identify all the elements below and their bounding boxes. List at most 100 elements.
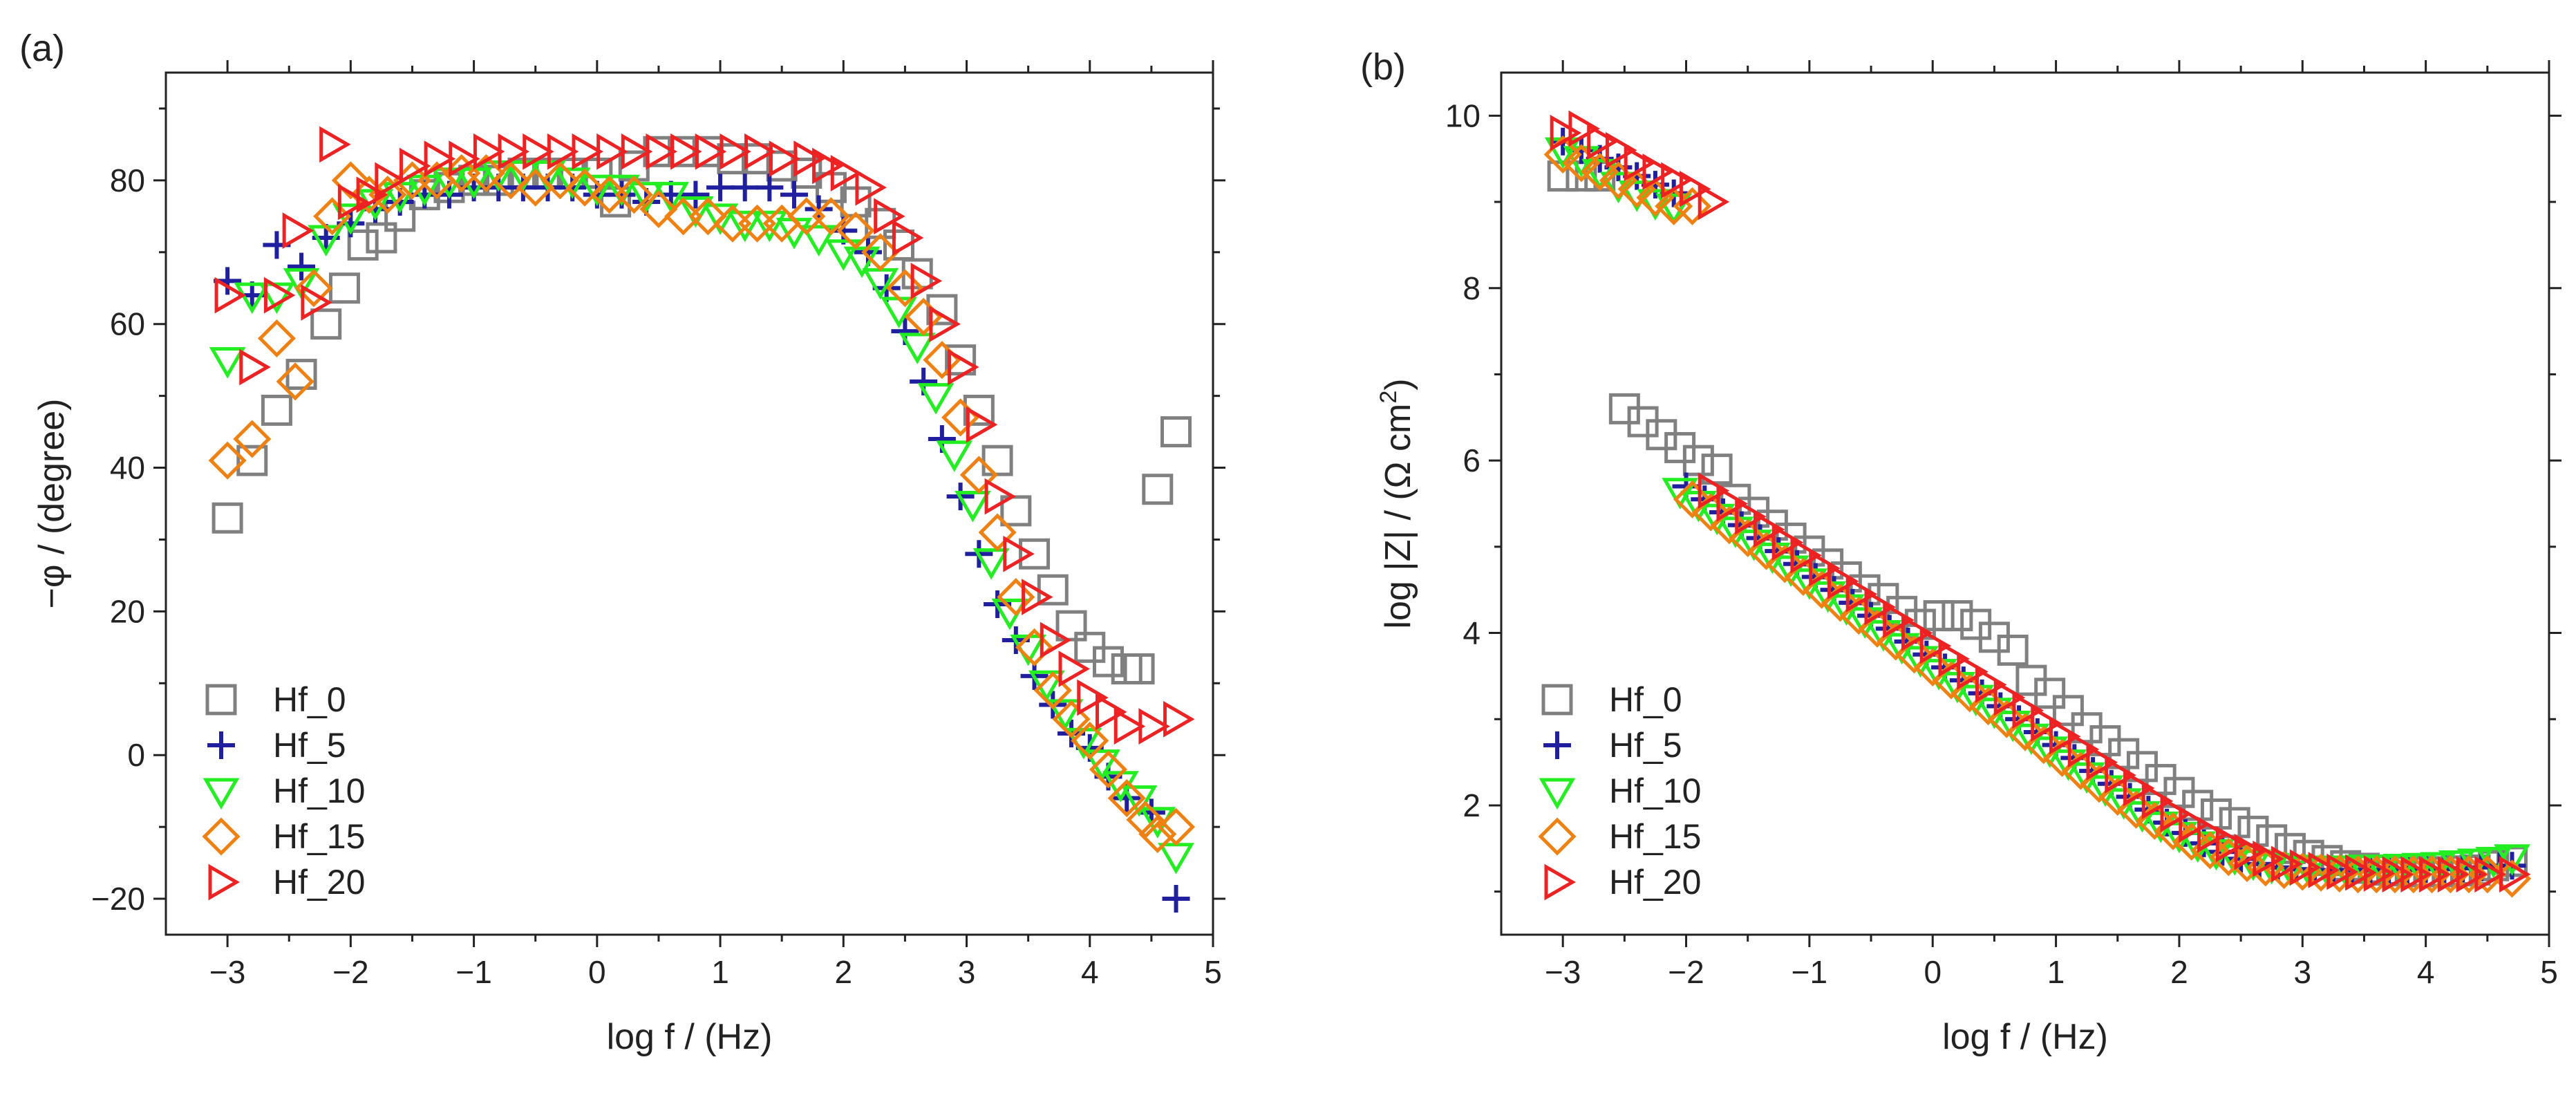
data-point-b-hf_20 — [2289, 849, 2322, 886]
data-point-b-hf_20 — [1901, 615, 1933, 651]
x-tick-label-a: −3 — [209, 954, 245, 990]
data-point-b-hf_20 — [2419, 856, 2451, 893]
data-point-b-hf_20 — [2105, 756, 2136, 794]
legend-b: Hf_0 Hf_5 Hf_10 Hf_15 Hf_20 — [1538, 680, 1701, 902]
data-point-b-hf_20 — [1864, 588, 1896, 626]
data-point-a-hf_15 — [1138, 814, 1177, 854]
data-point-a-hf_15 — [664, 197, 703, 236]
data-point-a-hf_20 — [282, 212, 314, 249]
legend-label-b-hf_10: Hf_10 — [1609, 772, 1701, 810]
data-point-b-hf_20 — [2179, 806, 2210, 843]
data-point-a-hf_15 — [1071, 721, 1109, 760]
data-point-a-hf_0 — [310, 308, 342, 340]
legend-marker-b-hf_20 — [1544, 863, 1576, 901]
data-point-a-hf_20 — [263, 277, 296, 314]
data-point-a-hf_15 — [614, 176, 653, 214]
data-point-a-hf_20 — [855, 169, 887, 206]
legend-label-b-hf_15: Hf_15 — [1609, 817, 1701, 856]
series-a-hf_15 — [208, 153, 1196, 854]
y-tick-label-a: 20 — [110, 593, 145, 629]
y-tick-label-a: 40 — [110, 450, 145, 486]
data-point-a-hf_0 — [1160, 416, 1192, 448]
legend-label-a-hf_10: Hf_10 — [273, 772, 365, 810]
data-point-a-hf_20 — [424, 140, 456, 178]
data-point-a-hf_20 — [596, 133, 628, 170]
x-tick-label-b: 4 — [2417, 954, 2435, 990]
data-point-b-hf_20 — [1975, 666, 2007, 703]
data-point-b-hf_20 — [1661, 162, 1693, 199]
y-axis-label-a: −φ / (degree) — [32, 399, 72, 609]
data-point-b-hf_20 — [1957, 653, 1989, 691]
y-tick-label-a: 0 — [127, 737, 145, 773]
data-point-b-hf_20 — [1827, 563, 1859, 600]
x-tick-label-b: −3 — [1545, 954, 1581, 990]
data-point-a-hf_20 — [498, 133, 530, 170]
x-tick-label-b: −1 — [1792, 954, 1827, 990]
data-point-a-hf_0 — [1019, 538, 1051, 570]
data-point-b-hf_15 — [1562, 144, 1601, 183]
data-point-a-hf_20 — [966, 406, 998, 443]
series-a-hf_20 — [214, 126, 1195, 745]
data-point-a-hf_20 — [621, 133, 653, 170]
legend-label-a-hf_5: Hf_5 — [273, 726, 346, 765]
x-tick-label-a: −1 — [455, 954, 491, 990]
data-point-b-hf_0 — [1923, 600, 1955, 632]
data-point-a-hf_20 — [812, 147, 844, 185]
x-tick-label-a: 3 — [958, 954, 976, 990]
x-tick-label-b: 5 — [2540, 954, 2558, 990]
x-tick-label-b: −2 — [1668, 954, 1704, 990]
data-point-a-hf_15 — [208, 441, 247, 480]
data-point-a-hf_15 — [540, 161, 579, 200]
data-point-a-hf_15 — [861, 233, 900, 272]
data-point-a-hf_20 — [375, 162, 406, 199]
data-point-a-hf_15 — [276, 362, 314, 401]
data-point-a-hf_20 — [1003, 535, 1035, 572]
data-point-a-hf_20 — [1058, 651, 1091, 687]
data-point-b-hf_0 — [2052, 695, 2084, 727]
data-point-a-hf_10 — [917, 383, 955, 415]
x-tick-label-b: 2 — [2170, 954, 2188, 990]
panel-b-impedance-chart: (b) −3 −2 −1 0 1 2 3 4 5 2 4 6 8 10 log f / (Hz) log |Z|… — [1360, 46, 2561, 1057]
data-point-a-hf_10 — [726, 210, 764, 243]
data-point-a-hf_20 — [214, 277, 247, 314]
data-point-a-hf_20 — [744, 133, 776, 170]
series-b-hf_5 — [1549, 127, 2526, 884]
legend-label-a-hf_20: Hf_20 — [273, 863, 365, 902]
data-point-a-hf_20 — [473, 133, 505, 170]
data-point-b-hf_20 — [1605, 131, 1637, 169]
data-point-a-hf_20 — [948, 348, 979, 386]
legend-marker-b-hf_10 — [1539, 778, 1576, 810]
legend-label-b-hf_20: Hf_20 — [1609, 863, 1701, 902]
data-point-a-hf_0 — [1000, 495, 1032, 527]
x-tick-label-b: 3 — [2293, 954, 2311, 990]
data-point-b-hf_20 — [1698, 472, 1730, 510]
legend-marker-b-hf_0 — [1541, 684, 1573, 716]
y-tick-label-b: 4 — [1463, 615, 1480, 651]
data-point-b-hf_20 — [1716, 485, 1748, 522]
series-b-hf_20 — [1550, 110, 2531, 893]
series-a-hf_10 — [209, 160, 1194, 875]
legend-marker-a-hf_10 — [203, 778, 240, 810]
data-point-a-hf_15 — [1033, 671, 1072, 710]
data-point-b-hf_20 — [1919, 627, 1952, 664]
data-point-b-hf_20 — [1753, 511, 1785, 548]
data-point-a-hf_5 — [288, 252, 316, 281]
data-point-a-hf_10 — [283, 268, 320, 300]
data-point-a-hf_10 — [579, 174, 616, 207]
data-point-a-hf_0 — [1093, 646, 1124, 678]
legend-a: Hf_0 Hf_5 Hf_10 Hf_15 Hf_20 — [202, 680, 365, 902]
x-axis-label-b: log f / (Hz) — [1942, 1017, 2108, 1057]
data-point-b-hf_0 — [1942, 600, 1973, 632]
data-point-a-hf_20 — [769, 140, 801, 178]
legend-marker-a-hf_20 — [208, 863, 240, 901]
data-point-a-hf_0 — [1055, 610, 1087, 642]
y-tick-label-b: 6 — [1463, 442, 1480, 478]
data-point-b-hf_15 — [1581, 152, 1619, 191]
data-point-a-hf_10 — [234, 282, 271, 315]
data-point-a-hf_0 — [963, 394, 995, 426]
data-point-b-hf_20 — [2326, 853, 2358, 890]
data-point-a-hf_10 — [332, 203, 369, 235]
data-point-b-hf_20 — [2382, 856, 2414, 893]
data-point-a-hf_20 — [929, 306, 961, 343]
